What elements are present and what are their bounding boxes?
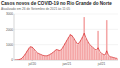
y-tick-label: 3000 bbox=[6, 12, 13, 16]
bar bbox=[61, 49, 63, 60]
bar bbox=[82, 37, 84, 60]
bar bbox=[75, 42, 77, 60]
bar bbox=[66, 40, 68, 60]
bar bbox=[106, 20, 108, 60]
x-tick bbox=[101, 60, 102, 61]
bar bbox=[40, 55, 42, 60]
bar bbox=[71, 35, 73, 60]
bar bbox=[56, 49, 58, 60]
x-tick-label: jan/21 bbox=[62, 62, 72, 66]
bar bbox=[73, 39, 75, 60]
bar bbox=[59, 51, 61, 60]
grid-line bbox=[14, 14, 118, 15]
x-tick-label: jul/20 bbox=[27, 62, 36, 66]
bar bbox=[64, 43, 66, 60]
line bbox=[15, 33, 117, 60]
bar bbox=[87, 42, 89, 60]
bar bbox=[47, 55, 49, 60]
bar bbox=[108, 56, 110, 60]
bar bbox=[77, 45, 79, 60]
y-axis bbox=[14, 14, 15, 60]
bar bbox=[104, 55, 106, 60]
chart: Casos novos de COVID-19 no Rio Grande do… bbox=[0, 0, 120, 68]
bar bbox=[51, 54, 53, 60]
bar bbox=[92, 48, 94, 60]
bar bbox=[83, 17, 85, 60]
bar bbox=[89, 45, 91, 60]
bar bbox=[94, 49, 96, 60]
y-tick-label: 1000 bbox=[6, 43, 13, 47]
bar bbox=[49, 55, 51, 60]
bar bbox=[57, 50, 59, 60]
bar bbox=[80, 40, 82, 60]
bar bbox=[96, 51, 98, 60]
x-axis bbox=[14, 60, 118, 61]
bar bbox=[109, 57, 111, 60]
grid-line bbox=[14, 44, 118, 45]
bar bbox=[70, 34, 72, 60]
title: Casos novos de COVID-19 no Rio Grande do… bbox=[1, 1, 112, 6]
bar bbox=[85, 39, 87, 60]
bar bbox=[97, 31, 99, 60]
bar bbox=[31, 47, 33, 60]
bar bbox=[68, 37, 70, 60]
bar bbox=[38, 54, 40, 60]
grid-line bbox=[14, 60, 118, 61]
x-tick-label: jul/21 bbox=[97, 62, 106, 66]
x-tick bbox=[32, 60, 33, 61]
subtitle: Atualizado em 26 de Setembro de 2021 às … bbox=[1, 7, 70, 11]
bar bbox=[45, 56, 47, 60]
bar bbox=[52, 52, 54, 60]
bar bbox=[54, 51, 56, 60]
bar bbox=[44, 56, 46, 60]
bar bbox=[103, 55, 105, 60]
plot bbox=[15, 17, 118, 60]
bar bbox=[116, 58, 118, 60]
y-tick-label: 2000 bbox=[6, 28, 13, 32]
bar bbox=[30, 46, 32, 60]
bar bbox=[99, 52, 101, 60]
bar bbox=[111, 57, 113, 60]
x-tick bbox=[66, 60, 67, 61]
bar bbox=[101, 54, 103, 60]
bar bbox=[90, 46, 92, 60]
bar bbox=[78, 43, 80, 60]
bar bbox=[37, 53, 39, 60]
grid-line bbox=[14, 29, 118, 30]
bar bbox=[35, 52, 37, 60]
bar bbox=[33, 49, 35, 60]
bar bbox=[42, 55, 44, 60]
bar bbox=[63, 46, 65, 60]
y-tick-label: 0 bbox=[11, 58, 13, 62]
